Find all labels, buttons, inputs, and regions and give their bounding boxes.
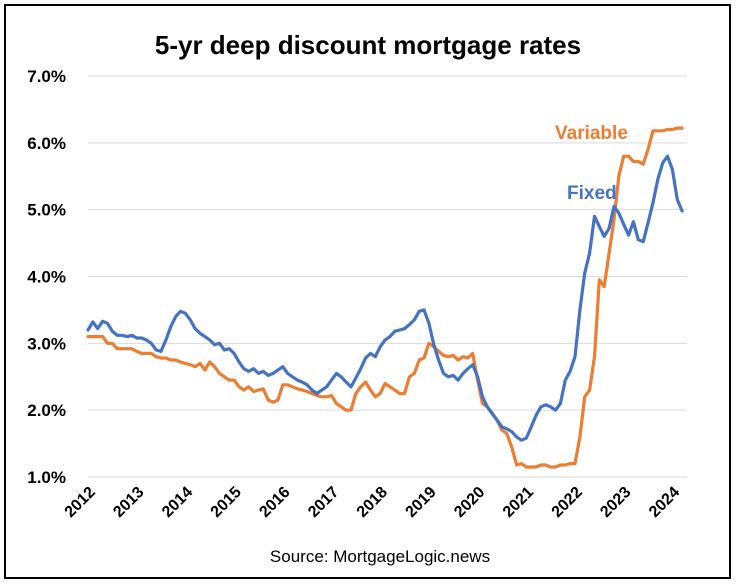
x-tick-label: 2020: [451, 484, 488, 521]
gridlines: [88, 75, 687, 478]
y-tick-label: 1.0%: [27, 468, 66, 487]
x-tick-label: 2018: [354, 484, 391, 521]
y-tick-label: 7.0%: [27, 67, 66, 86]
fixed-series-line: [86, 154, 684, 442]
x-tick-label: 2012: [62, 484, 99, 521]
y-tick-label: 5.0%: [27, 201, 66, 220]
x-tick-label: 2017: [305, 484, 342, 521]
y-tick-label: 3.0%: [27, 334, 66, 353]
x-tick-label: 2021: [500, 484, 537, 521]
series-lines: [86, 126, 684, 469]
x-tick-label: 2022: [549, 484, 586, 521]
variable-series-line: [86, 126, 684, 469]
x-tick-label: 2024: [646, 484, 683, 521]
x-tick-label: 2015: [208, 484, 245, 521]
x-tick-label: 2023: [597, 484, 634, 521]
chart-title: 5-yr deep discount mortgage rates: [155, 30, 581, 60]
chart-source: Source: MortgageLogic.news: [270, 547, 490, 566]
y-tick-label: 6.0%: [27, 134, 66, 153]
x-tick-label: 2016: [256, 484, 293, 521]
chart-frame: [4, 4, 731, 579]
x-tick-label: 2019: [403, 484, 440, 521]
fixed-series-label: Fixed: [567, 183, 617, 204]
y-tick-label: 4.0%: [27, 268, 66, 287]
y-axis-ticks: 1.0% 2.0% 3.0% 4.0% 5.0% 6.0% 7.0%: [27, 67, 66, 487]
variable-series-label: Variable: [555, 123, 628, 144]
y-tick-label: 2.0%: [27, 401, 66, 420]
x-tick-label: 2013: [110, 484, 147, 521]
x-axis-ticks: 2012 2013 2014 2015 2016 2017 2018 2019 2020 2021…: [62, 484, 684, 521]
x-tick-label: 2014: [159, 484, 196, 521]
